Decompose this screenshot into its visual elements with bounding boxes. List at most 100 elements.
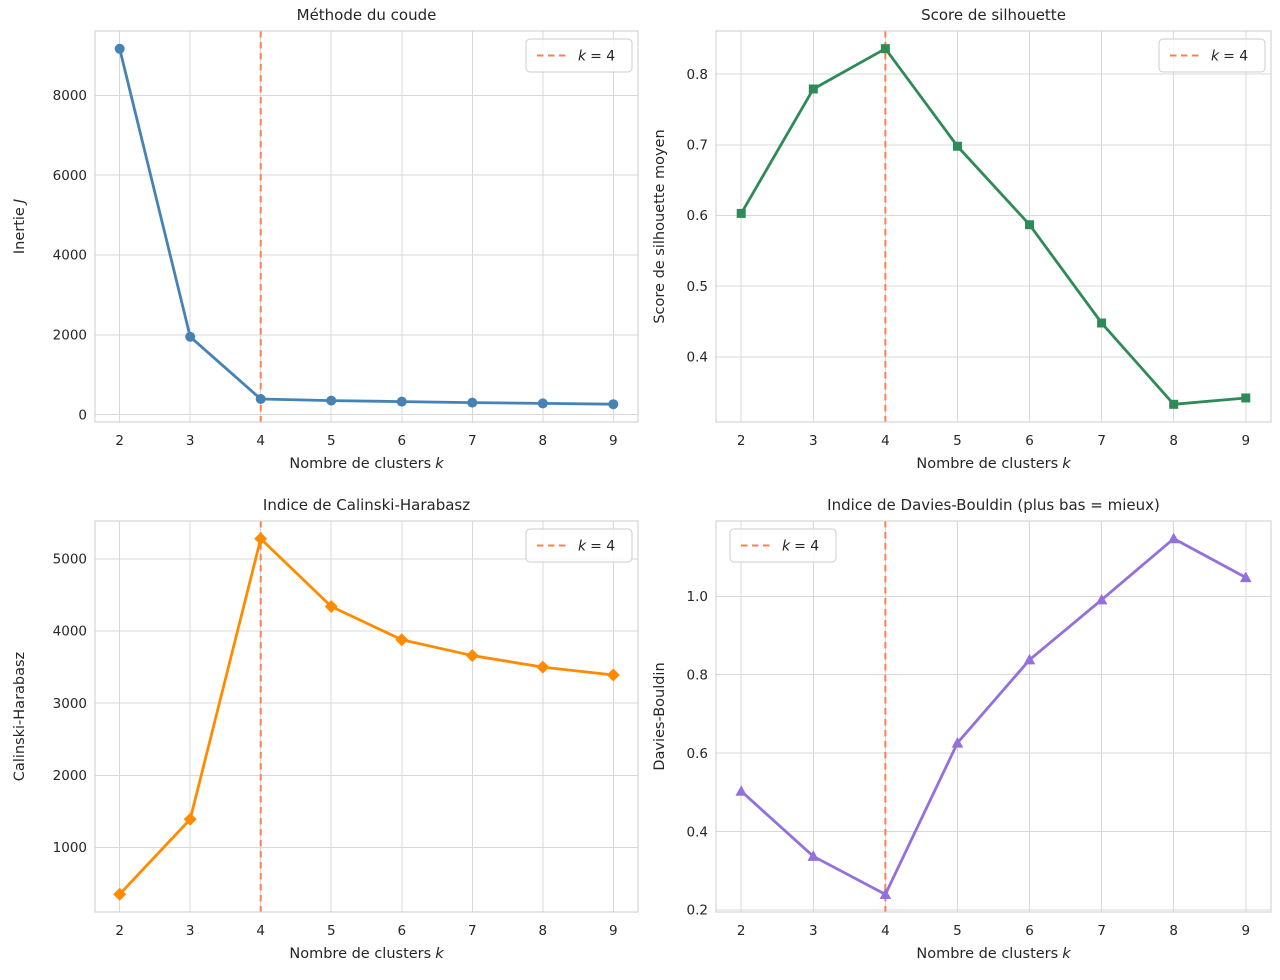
data-point-marker — [113, 887, 127, 901]
x-tick-label: 6 — [397, 923, 406, 939]
x-axis-label-italic: k — [1062, 946, 1071, 962]
legend-label: k = 4 — [1211, 49, 1248, 65]
chart-title: Indice de Davies-Bouldin (plus bas = mie… — [827, 496, 1160, 514]
data-point-marker — [1097, 318, 1107, 328]
y-axis-label: Davies-Bouldin — [652, 662, 668, 770]
x-tick-label: 8 — [1169, 923, 1178, 939]
chart-silhouette-score: Score de silhouette 2 3 4 5 6 7 8 9 0.4 0.5 0.6 0.7 0… — [640, 0, 1280, 490]
legend-label-italic: k — [782, 539, 791, 555]
data-point-marker — [879, 888, 892, 899]
data-point-marker — [465, 649, 479, 663]
data-point-marker — [736, 208, 746, 218]
x-tick-label: 5 — [953, 433, 962, 449]
data-point-marker — [536, 660, 550, 674]
x-tick-label: 7 — [468, 433, 477, 449]
legend-label: k = 4 — [782, 539, 819, 555]
legend-label-rest: = 4 — [1223, 49, 1248, 65]
y-tick-label: 6000 — [53, 168, 87, 184]
chart-canvas: Indice de Calinski-Harabasz 2 3 4 5 6 7 8 9 1000 2… — [12, 496, 639, 962]
y-tick-label: 0.6 — [687, 208, 708, 224]
plot-border — [94, 520, 639, 913]
plot-border — [715, 520, 1272, 913]
x-axis-label: Nombre de clusters k — [916, 456, 1071, 472]
x-axis-label-text: Nombre de clusters — [289, 456, 431, 472]
y-tick-label: 0.6 — [687, 746, 708, 762]
plot-border — [94, 30, 639, 423]
y-tick-label: 3000 — [53, 696, 87, 712]
data-point-marker — [255, 394, 266, 405]
x-tick-label: 3 — [186, 433, 195, 449]
y-axis-label-italic: J — [12, 199, 28, 206]
x-tick-label: 4 — [256, 433, 265, 449]
legend-label: k = 4 — [578, 539, 615, 555]
data-point-marker — [537, 398, 548, 409]
y-tick-label: 0.4 — [687, 350, 708, 366]
x-tick-label: 9 — [609, 433, 618, 449]
chart-canvas: Méthode du coude 2 3 4 5 6 7 8 9 0 2000 4000 6000 800… — [12, 6, 639, 472]
data-point-marker — [606, 668, 620, 682]
x-tick-label: 2 — [115, 923, 124, 939]
x-axis-label-text: Nombre de clusters — [916, 456, 1058, 472]
data-point-marker — [1241, 393, 1251, 403]
legend-label-italic: k — [1211, 49, 1220, 65]
legend-label-italic: k — [578, 539, 587, 555]
data-point-marker — [395, 633, 409, 647]
data-point-marker — [114, 43, 125, 54]
legend-label: k = 4 — [578, 49, 615, 65]
x-axis-label-italic: k — [435, 946, 444, 962]
x-axis-label-text: Nombre de clusters — [916, 946, 1058, 962]
data-point-marker — [254, 532, 268, 546]
x-tick-label: 8 — [539, 923, 548, 939]
y-tick-label: 4000 — [53, 624, 87, 640]
data-point-marker — [1167, 532, 1180, 544]
x-axis-label-text: Nombre de clusters — [289, 946, 431, 962]
series-line — [118, 537, 615, 896]
chart-davies-bouldin: Indice de Davies-Bouldin (plus bas = mie… — [640, 490, 1280, 980]
y-tick-label: 0.8 — [687, 67, 708, 83]
x-tick-label: 7 — [1097, 433, 1106, 449]
series-line — [739, 47, 1248, 406]
chart-elbow-method: Méthode du coude 2 3 4 5 6 7 8 9 0 2000 4000 6000 800… — [0, 0, 640, 490]
series-line — [118, 47, 615, 406]
y-tick-label: 2000 — [53, 328, 87, 344]
y-tick-label: 8000 — [53, 88, 87, 104]
chart-canvas: Score de silhouette 2 3 4 5 6 7 8 9 0.4 0.5 0.6 0.7 0… — [652, 6, 1272, 472]
x-tick-label: 8 — [539, 433, 548, 449]
x-tick-label: 6 — [397, 433, 406, 449]
legend: k = 4 — [729, 528, 837, 563]
chart-calinski-harabasz: Indice de Calinski-Harabasz 2 3 4 5 6 7 8 9 1000 2… — [0, 490, 640, 980]
data-point-marker — [1023, 653, 1036, 665]
x-tick-label: 2 — [115, 433, 124, 449]
x-tick-label: 6 — [1025, 433, 1034, 449]
y-tick-label: 0.4 — [687, 824, 708, 840]
x-tick-label: 4 — [881, 433, 890, 449]
x-axis-label-italic: k — [435, 456, 444, 472]
chart-title: Indice de Calinski-Harabasz — [263, 496, 470, 514]
series-line — [739, 537, 1248, 896]
legend-label-italic: k — [578, 49, 587, 65]
data-point-marker — [183, 812, 197, 826]
y-axis-label-text: Inertie — [12, 207, 28, 254]
x-axis-label-italic: k — [1062, 456, 1071, 472]
legend-label-rest: = 4 — [590, 49, 615, 65]
y-tick-label: 0.7 — [687, 138, 708, 154]
x-axis-label: Nombre de clusters k — [289, 946, 444, 962]
legend-box — [729, 528, 837, 563]
x-axis-label: Nombre de clusters k — [916, 946, 1071, 962]
x-tick-label: 4 — [881, 923, 890, 939]
legend: k = 4 — [1158, 38, 1266, 73]
data-point-marker — [326, 395, 337, 406]
x-tick-label: 7 — [468, 923, 477, 939]
y-tick-label: 0.8 — [687, 667, 708, 683]
x-tick-label: 9 — [1241, 923, 1250, 939]
x-tick-label: 4 — [256, 923, 265, 939]
y-tick-label: 0.2 — [687, 903, 708, 919]
y-axis-label: InertieJ — [12, 199, 28, 254]
x-tick-label: 3 — [809, 433, 818, 449]
x-tick-label: 7 — [1097, 923, 1106, 939]
data-point-marker — [185, 331, 196, 342]
y-axis-label-text: Calinski-Harabasz — [12, 652, 28, 781]
y-tick-label: 0 — [78, 407, 87, 423]
legend-box — [1158, 38, 1266, 73]
